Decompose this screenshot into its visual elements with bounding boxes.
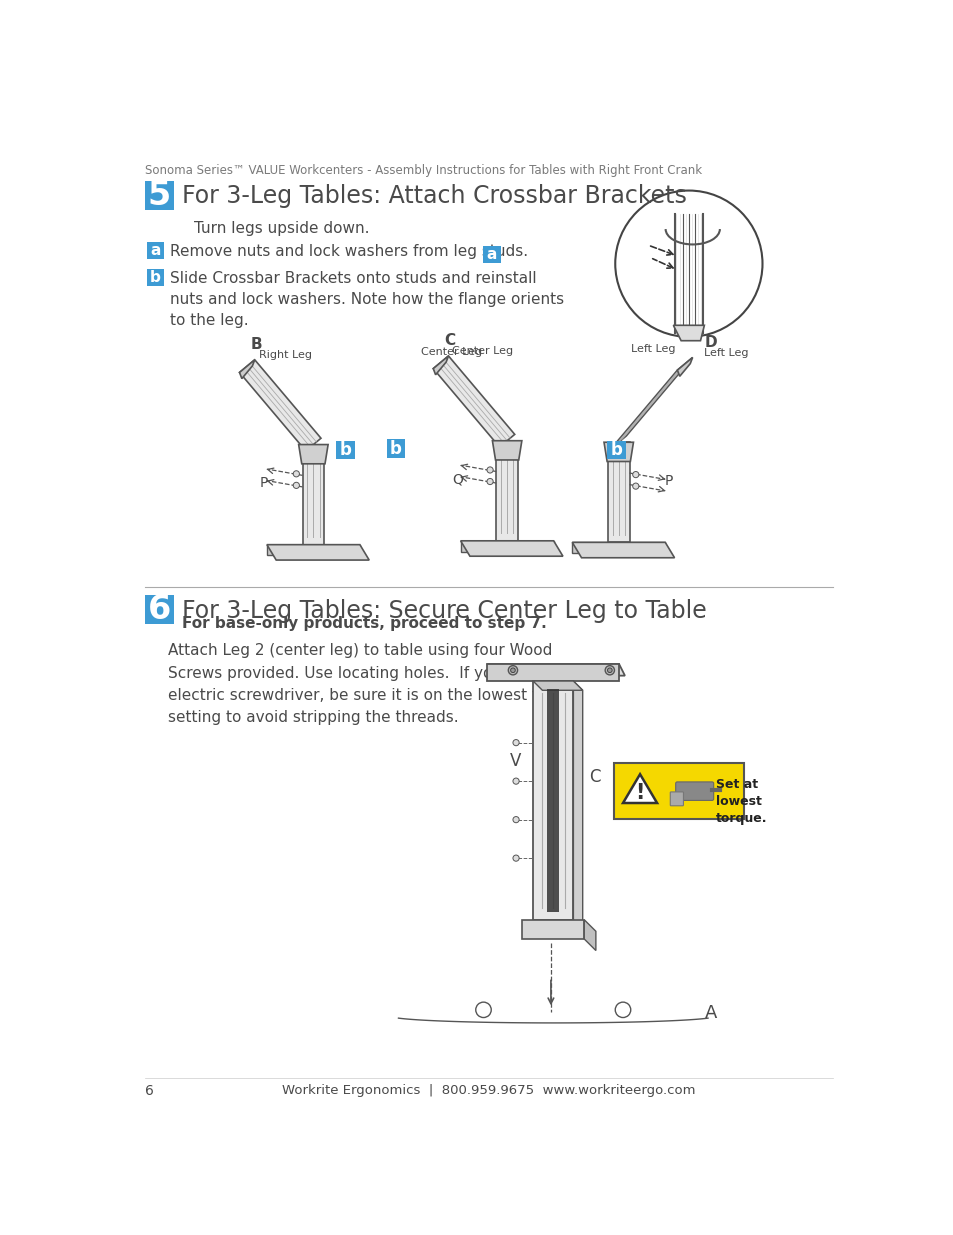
FancyBboxPatch shape: [145, 595, 174, 624]
Polygon shape: [239, 359, 320, 451]
Text: C: C: [444, 333, 456, 348]
Text: a: a: [486, 247, 497, 262]
Text: b: b: [339, 441, 351, 459]
Polygon shape: [572, 542, 674, 558]
Circle shape: [632, 472, 639, 478]
Polygon shape: [673, 325, 703, 341]
Circle shape: [513, 855, 518, 861]
FancyBboxPatch shape: [670, 792, 682, 805]
FancyBboxPatch shape: [675, 782, 713, 800]
Text: Set at
lowest
torque.: Set at lowest torque.: [716, 778, 767, 825]
Text: Center Leg: Center Leg: [452, 346, 513, 356]
Text: Remove nuts and lock washers from leg studs.: Remove nuts and lock washers from leg st…: [171, 245, 528, 259]
Text: !: !: [635, 783, 644, 803]
Text: A: A: [703, 1004, 716, 1021]
Text: B: B: [251, 337, 262, 352]
Polygon shape: [487, 664, 618, 680]
Text: b: b: [150, 270, 161, 285]
Text: For 3-Leg Tables: Attach Crossbar Brackets: For 3-Leg Tables: Attach Crossbar Bracke…: [182, 184, 686, 207]
Polygon shape: [433, 356, 448, 374]
Text: 5: 5: [148, 179, 171, 211]
Text: a: a: [151, 243, 161, 258]
FancyBboxPatch shape: [145, 180, 174, 210]
Polygon shape: [573, 680, 582, 929]
Polygon shape: [583, 920, 596, 951]
Circle shape: [615, 190, 761, 337]
Text: Right Leg: Right Leg: [258, 350, 312, 359]
Bar: [533, 680, 573, 920]
Text: Left Leg: Left Leg: [630, 345, 675, 354]
Polygon shape: [492, 441, 521, 459]
Circle shape: [513, 778, 518, 784]
Polygon shape: [622, 774, 657, 803]
Bar: [546, 689, 558, 911]
Circle shape: [486, 467, 493, 473]
Polygon shape: [603, 442, 633, 462]
Text: Q: Q: [452, 472, 462, 487]
Text: For base-only products, proceed to step 7.: For base-only products, proceed to step …: [182, 615, 546, 631]
Circle shape: [513, 816, 518, 823]
Circle shape: [508, 666, 517, 674]
Circle shape: [293, 471, 299, 477]
Text: Attach Leg 2 (center leg) to table using four Wood
Screws provided. Use locating: Attach Leg 2 (center leg) to table using…: [168, 643, 582, 725]
Text: V: V: [509, 752, 520, 769]
Text: Turn legs upside down.: Turn legs upside down.: [193, 221, 369, 236]
FancyBboxPatch shape: [483, 246, 500, 263]
FancyBboxPatch shape: [607, 441, 625, 459]
Polygon shape: [239, 359, 254, 379]
Text: D: D: [703, 335, 716, 350]
Text: P: P: [663, 474, 672, 488]
FancyBboxPatch shape: [335, 441, 355, 459]
Polygon shape: [267, 545, 369, 559]
FancyBboxPatch shape: [147, 269, 164, 287]
Circle shape: [293, 483, 299, 489]
Text: Workrite Ergonomics  |  800.959.9675  www.workriteergo.com: Workrite Ergonomics | 800.959.9675 www.w…: [282, 1084, 695, 1097]
Polygon shape: [677, 357, 692, 377]
FancyBboxPatch shape: [386, 440, 405, 458]
Text: P: P: [259, 475, 268, 490]
Text: b: b: [610, 441, 622, 459]
Polygon shape: [460, 541, 562, 556]
Circle shape: [632, 483, 639, 489]
Text: C: C: [588, 767, 599, 785]
Polygon shape: [572, 542, 664, 553]
Polygon shape: [433, 356, 515, 447]
FancyBboxPatch shape: [147, 242, 164, 259]
FancyBboxPatch shape: [614, 763, 743, 819]
Polygon shape: [298, 445, 328, 464]
Circle shape: [486, 478, 493, 484]
Polygon shape: [487, 664, 624, 676]
Polygon shape: [607, 442, 629, 542]
Text: 6: 6: [145, 1084, 153, 1098]
Polygon shape: [460, 541, 553, 552]
Text: For 3-Leg Tables: Secure Center Leg to Table: For 3-Leg Tables: Secure Center Leg to T…: [182, 599, 706, 622]
Polygon shape: [521, 920, 583, 939]
Polygon shape: [533, 680, 582, 690]
Text: Center Leg: Center Leg: [421, 347, 482, 357]
Circle shape: [607, 668, 612, 673]
Polygon shape: [611, 357, 692, 448]
Text: Sonoma Series™ VALUE Workcenters - Assembly Instructions for Tables with Right F: Sonoma Series™ VALUE Workcenters - Assem…: [145, 163, 701, 177]
Text: 6: 6: [148, 593, 171, 626]
Text: b: b: [390, 440, 401, 457]
Circle shape: [513, 740, 518, 746]
Text: Left Leg: Left Leg: [703, 347, 748, 358]
Circle shape: [510, 668, 515, 673]
Polygon shape: [302, 445, 324, 545]
Polygon shape: [496, 441, 517, 541]
Polygon shape: [267, 545, 359, 556]
Text: Slide Crossbar Brackets onto studs and reinstall
nuts and lock washers. Note how: Slide Crossbar Brackets onto studs and r…: [171, 272, 564, 329]
Circle shape: [604, 666, 614, 674]
